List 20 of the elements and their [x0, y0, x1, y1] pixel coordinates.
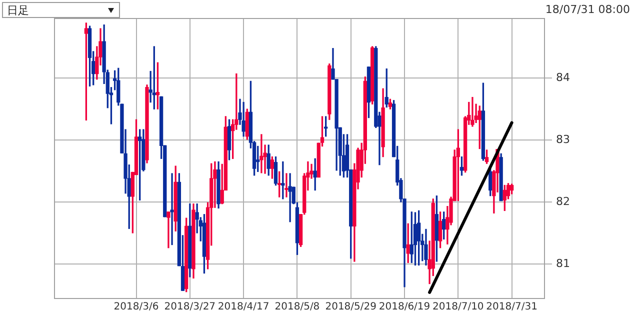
y-tick-label: 82 [556, 194, 570, 208]
candlestick [470, 96, 474, 127]
x-tick-label: 2018/7/31 [486, 302, 538, 313]
candlestick [284, 173, 288, 198]
y-tick-label: 84 [556, 70, 570, 84]
x-tick-label: 2018/7/10 [432, 302, 484, 313]
x-tick-label: 2018/6/19 [378, 302, 430, 313]
candlestick [170, 173, 174, 246]
dropdown: 日足 [2, 2, 120, 18]
y-tick-label: 81 [556, 256, 570, 270]
candlestick [260, 134, 264, 174]
x-tick-label: 2018/4/17 [218, 302, 270, 313]
x-tick-label: 2018/3/27 [164, 302, 216, 313]
x-tick-label: 2018/5/8 [274, 302, 320, 313]
text: 18/07/31 08:00 [545, 3, 630, 16]
y-tick-label: 83 [556, 132, 570, 146]
x-tick-label: 2018/5/29 [325, 302, 377, 313]
candlestick [288, 173, 292, 222]
x-tick-label: 2018/3/6 [114, 302, 159, 313]
candlestick [166, 212, 170, 248]
